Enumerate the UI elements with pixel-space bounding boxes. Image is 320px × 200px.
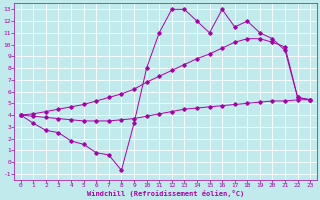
X-axis label: Windchill (Refroidissement éolien,°C): Windchill (Refroidissement éolien,°C) xyxy=(87,190,244,197)
